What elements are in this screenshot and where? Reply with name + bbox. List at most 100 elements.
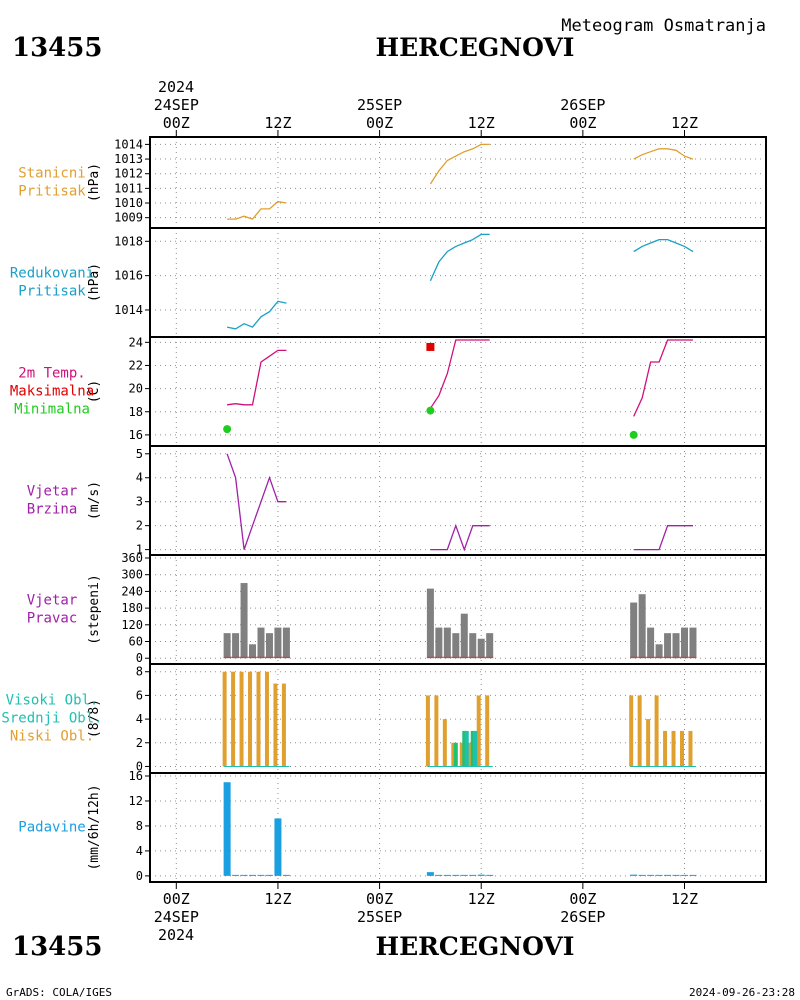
cloud-bar	[476, 695, 481, 767]
precip-bar	[249, 874, 257, 876]
cloud-bar	[231, 671, 236, 767]
series-line	[633, 525, 693, 551]
y-tick-label: 1011	[114, 181, 143, 195]
direction-bar	[426, 588, 434, 659]
station-id-top: 13455	[12, 33, 102, 63]
precip-bar	[630, 874, 638, 876]
cloud-bar	[273, 683, 278, 767]
panel-label: 2m Temp.	[18, 366, 85, 382]
series-line	[633, 238, 694, 253]
y-tick-label: 22	[129, 358, 143, 372]
precip-bar	[426, 872, 434, 876]
time-label-top-hour: 12Z	[671, 114, 698, 132]
y-tick-label: 0	[136, 651, 143, 665]
panel-precipitation: 0 4 8 12 16 (mm/6h/12h)Padavine	[18, 769, 767, 883]
precip-bar	[265, 874, 273, 876]
precip-bar	[469, 874, 477, 876]
panel-reduced_pressure: 1014 1016 1018 (hPa)Redukovani Pritisak	[10, 227, 767, 338]
precip-bar	[223, 782, 231, 876]
direction-bar	[630, 602, 638, 659]
y-tick-label: 1016	[114, 269, 143, 283]
series-line	[429, 233, 490, 282]
y-tick-label: 4	[136, 712, 143, 726]
time-label-bottom-hour: 00Z	[569, 890, 596, 908]
cloud-bar	[434, 695, 439, 767]
panel-label: Stanicni	[18, 166, 85, 182]
y-tick-label: 2	[136, 519, 143, 533]
y-tick-label: 0	[136, 759, 143, 773]
direction-bar	[452, 633, 460, 659]
time-label-top-hour: 00Z	[569, 114, 596, 132]
direction-bar	[249, 644, 257, 659]
y-tick-label: 1014	[114, 137, 143, 151]
panel-label: Brzina	[27, 502, 78, 518]
cloud-bar	[646, 719, 651, 767]
direction-bar	[647, 627, 655, 659]
y-tick-label: 300	[121, 568, 143, 582]
cloud-bar	[470, 730, 475, 767]
panel-frame	[149, 772, 767, 883]
y-axis-label: (m/s)	[87, 481, 102, 520]
direction-bar	[672, 633, 680, 659]
y-axis-label: (hPa)	[87, 263, 102, 302]
y-axis-label: (mm/6h/12h)	[87, 784, 102, 870]
y-axis-label: (C)	[87, 380, 102, 403]
y-tick-label: 2	[136, 736, 143, 750]
y-tick-label: 16	[129, 769, 143, 783]
footer-timestamp: 2024-09-26-23:28	[689, 986, 795, 999]
cloud-bar	[629, 695, 634, 767]
direction-bar	[486, 633, 494, 659]
cloud-bar	[688, 730, 693, 767]
station-id-bottom: 13455	[12, 932, 102, 962]
panel-label: Minimalna	[14, 402, 90, 418]
y-tick-label: 1014	[114, 303, 143, 317]
chart-title: Meteogram Osmatranja	[561, 16, 766, 36]
y-axis-label: (hPa)	[87, 163, 102, 202]
cloud-bar	[654, 695, 659, 767]
y-tick-label: 1	[136, 543, 143, 557]
panel-label: Niski Obl.	[10, 729, 94, 745]
precip-bar	[689, 874, 697, 876]
cloud-bar	[485, 695, 490, 767]
direction-bar	[240, 583, 248, 659]
cloud-bar	[663, 730, 668, 767]
direction-bar	[655, 644, 663, 659]
precip-bar	[655, 874, 663, 876]
time-label-bottom-date: 24SEP	[154, 908, 199, 926]
y-tick-label: 120	[121, 618, 143, 632]
y-tick-label: 12	[129, 794, 143, 808]
time-label-bottom-hour: 12Z	[264, 890, 291, 908]
cloud-bar	[453, 742, 458, 767]
direction-bar	[689, 627, 697, 659]
panel-label: Pravac	[27, 611, 78, 627]
y-tick-label: 1010	[114, 196, 143, 210]
series-line	[227, 349, 287, 406]
cloud-bar	[637, 695, 642, 767]
series-line	[633, 148, 694, 160]
precip-bar	[435, 874, 443, 876]
cloud-bar	[264, 671, 269, 767]
precip-bar	[486, 874, 494, 876]
panel-label: Padavine	[18, 820, 85, 836]
cloud-bar	[464, 730, 469, 767]
direction-bar	[443, 627, 451, 659]
panel-wind_direction: 0 60 120 180 240 300 360 (stepeni) Vjetar Pravac	[27, 551, 767, 665]
time-label-bottom-hour: 00Z	[163, 890, 190, 908]
y-tick-label: 6	[136, 688, 143, 702]
y-tick-label: 240	[121, 584, 143, 598]
series-line	[226, 300, 287, 330]
cloud-bar	[462, 730, 467, 767]
y-tick-label: 18	[129, 405, 143, 419]
cloud-bar	[671, 730, 676, 767]
time-label-top-date: 25SEP	[357, 96, 402, 114]
y-tick-label: 360	[121, 551, 143, 565]
precip-bar	[282, 874, 290, 876]
y-tick-label: 4	[136, 471, 143, 485]
time-label-bottom-hour: 12Z	[468, 890, 495, 908]
series-line	[633, 339, 693, 417]
time-label-top-hour: 00Z	[366, 114, 393, 132]
precip-bar	[647, 874, 655, 876]
y-tick-label: 1009	[114, 211, 143, 225]
precip-bar	[232, 874, 240, 876]
